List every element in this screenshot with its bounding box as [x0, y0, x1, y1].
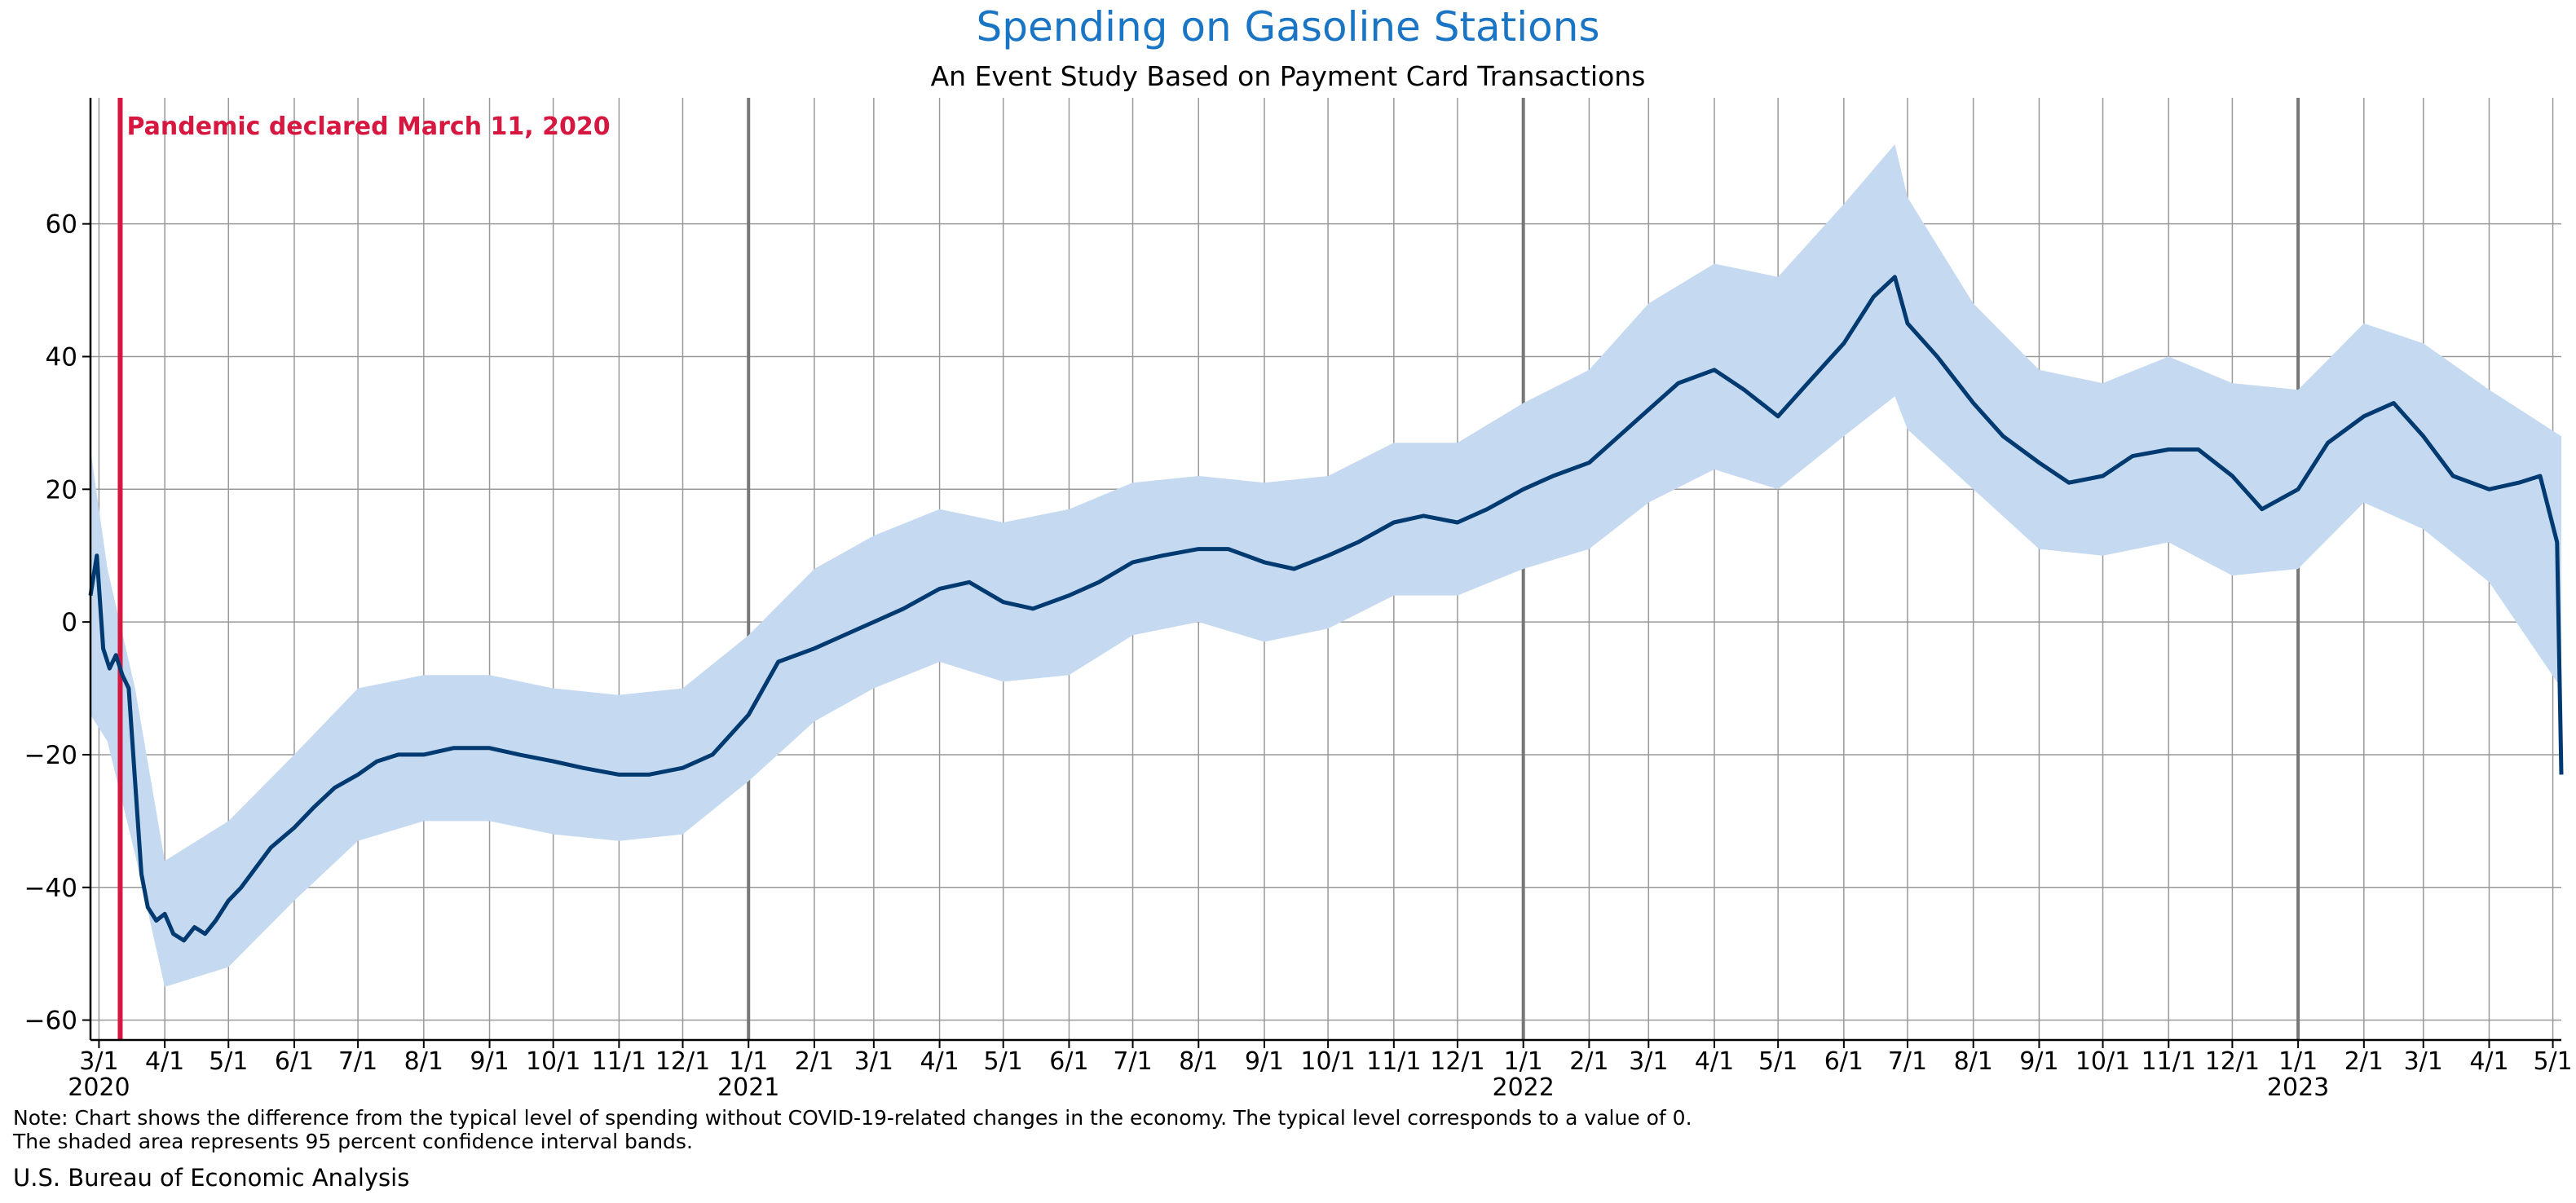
x-tick-label: 4/1 [145, 1047, 184, 1076]
confidence-band-layer [90, 144, 2561, 987]
y-tick-label: 40 [46, 342, 77, 372]
event-layer: Pandemic declared March 11, 2020 [117, 98, 611, 1040]
x-tick-label: 3/1 [79, 1047, 118, 1076]
axis-layer: −60 −40 −20 0 20 40 60 3/1 4/1 5/1 6/1 7/1 8/1 9/1 10/… [24, 98, 2573, 1102]
x-tick-label: 3/1 [854, 1047, 893, 1076]
x-tick-label: 11/1 [1366, 1047, 1421, 1076]
y-tick-label: 0 [61, 608, 77, 637]
chart-note-line-1: Note: Chart shows the difference from th… [13, 1106, 1692, 1130]
x-tick-label: 2/1 [795, 1047, 834, 1076]
x-tick-label: 6/1 [1824, 1047, 1864, 1076]
x-tick-label: 5/1 [984, 1047, 1023, 1076]
x-tick-label: 12/1 [1430, 1047, 1484, 1076]
x-tick-label: 7/1 [1888, 1047, 1927, 1076]
chart-title: Spending on Gasoline Stations [976, 3, 1600, 51]
x-tick-label: 9/1 [2019, 1047, 2058, 1076]
x-tick-label: 8/1 [1179, 1047, 1218, 1076]
x-tick-label: 8/1 [404, 1047, 443, 1076]
confidence-band [90, 144, 2561, 987]
chart-subtitle: An Event Study Based on Payment Card Tra… [930, 60, 1646, 92]
x-year-label: 2021 [717, 1073, 779, 1102]
x-tick-label: 1/1 [729, 1047, 768, 1076]
x-tick-label: 10/1 [1300, 1047, 1355, 1076]
x-tick-label: 9/1 [1245, 1047, 1284, 1076]
x-tick-label: 11/1 [592, 1047, 646, 1076]
x-tick-label: 9/1 [470, 1047, 509, 1076]
x-tick-label: 8/1 [1954, 1047, 1993, 1076]
x-tick-label: 5/1 [209, 1047, 248, 1076]
x-tick-label: 10/1 [526, 1047, 580, 1076]
x-tick-label: 1/1 [2278, 1047, 2318, 1076]
x-tick-label: 4/1 [920, 1047, 959, 1076]
x-tick-label: 5/1 [2533, 1047, 2572, 1076]
x-year-label: 2023 [2267, 1073, 2329, 1102]
y-tick-label: −40 [24, 874, 77, 903]
x-tick-label: 7/1 [338, 1047, 377, 1076]
x-tick-label: 2/1 [1569, 1047, 1608, 1076]
x-tick-label: 1/1 [1504, 1047, 1543, 1076]
x-tick-label: 6/1 [275, 1047, 314, 1076]
x-year-label: 2022 [1492, 1073, 1554, 1102]
y-tick-label: 60 [46, 210, 77, 240]
y-tick-label: 20 [46, 475, 77, 505]
x-tick-label: 12/1 [655, 1047, 710, 1076]
x-tick-label: 5/1 [1758, 1047, 1797, 1076]
x-tick-label: 10/1 [2075, 1047, 2130, 1076]
series-line [88, 275, 2564, 943]
y-tick-label: −20 [24, 741, 77, 770]
chart-note-line-2: The shaded area represents 95 percent co… [13, 1130, 693, 1153]
source-credit: U.S. Bureau of Economic Analysis [13, 1164, 410, 1192]
event-label: Pandemic declared March 11, 2020 [126, 112, 610, 141]
series-line-layer [88, 275, 2564, 943]
y-tick-label: −60 [24, 1007, 77, 1036]
x-tick-label: 11/1 [2142, 1047, 2196, 1076]
x-tick-label: 3/1 [1629, 1047, 1668, 1076]
x-tick-label: 4/1 [1695, 1047, 1734, 1076]
x-tick-label: 12/1 [2205, 1047, 2260, 1076]
x-tick-label: 4/1 [2469, 1047, 2508, 1076]
x-tick-label: 7/1 [1113, 1047, 1152, 1076]
x-tick-label: 6/1 [1049, 1047, 1088, 1076]
x-year-label: 2020 [68, 1073, 130, 1102]
x-tick-label: 2/1 [2344, 1047, 2384, 1076]
x-tick-label: 3/1 [2404, 1047, 2443, 1076]
